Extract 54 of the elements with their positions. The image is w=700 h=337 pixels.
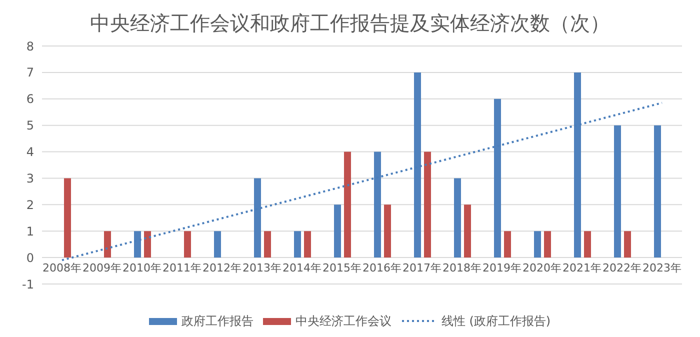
bar	[134, 231, 141, 258]
bar	[344, 152, 351, 258]
x-tick-label: 2020年	[522, 262, 562, 275]
x-tick-label: 2018年	[442, 262, 482, 275]
x-tick-label: 2014年	[282, 262, 322, 275]
bar	[104, 231, 111, 258]
bar	[624, 231, 631, 258]
bar	[214, 231, 221, 258]
bar	[454, 178, 461, 258]
bar	[144, 231, 151, 258]
legend-label: 政府工作报告	[181, 312, 254, 330]
y-tick-label: 6	[26, 92, 34, 106]
legend-label: 线性 (政府工作报告)	[441, 312, 551, 330]
x-tick-label: 2022年	[602, 262, 642, 275]
bar	[424, 152, 431, 258]
bar	[294, 231, 301, 258]
bar	[264, 231, 271, 258]
y-tick-label: 3	[26, 171, 34, 186]
bar	[64, 178, 71, 258]
x-tick-label: 2016年	[362, 262, 402, 275]
bar	[584, 231, 591, 258]
x-tick-label: 2017年	[402, 262, 442, 275]
x-tick-label: 2013年	[242, 262, 282, 275]
y-tick-label: 5	[26, 118, 34, 133]
bar	[614, 125, 621, 258]
bar	[384, 204, 391, 258]
chart-title: 中央经济工作会议和政府工作报告提及实体经济次数（次）	[89, 10, 611, 37]
y-tick-label: 1	[26, 224, 34, 238]
x-tick-label: 2012年	[202, 262, 242, 275]
bar	[374, 152, 381, 258]
bar	[184, 231, 191, 258]
x-tick-label: 2008年	[42, 262, 82, 275]
y-tick-label: 0	[26, 250, 34, 265]
bar	[534, 231, 541, 258]
legend-label: 中央经济工作会议	[295, 312, 392, 330]
x-tick-label: 2011年	[162, 262, 202, 275]
x-tick-label: 2021年	[562, 262, 602, 275]
x-tick-label: 2019年	[482, 262, 522, 275]
y-tick-label: 8	[26, 39, 34, 54]
bar	[254, 178, 261, 258]
y-tick-label: 7	[26, 66, 34, 80]
bar	[544, 231, 551, 258]
y-tick-label: 4	[26, 145, 34, 160]
x-tick-label: 2023年	[642, 262, 682, 275]
bar	[504, 231, 511, 258]
bar	[464, 204, 471, 258]
bar	[304, 231, 311, 258]
y-tick-label: 2	[26, 198, 34, 212]
y-tick-label: -1	[22, 277, 34, 292]
x-tick-label: 2015年	[322, 262, 362, 275]
x-tick-label: 2009年	[82, 262, 122, 275]
x-tick-label: 2010年	[122, 262, 162, 275]
bar	[654, 125, 661, 258]
bar	[334, 204, 341, 258]
